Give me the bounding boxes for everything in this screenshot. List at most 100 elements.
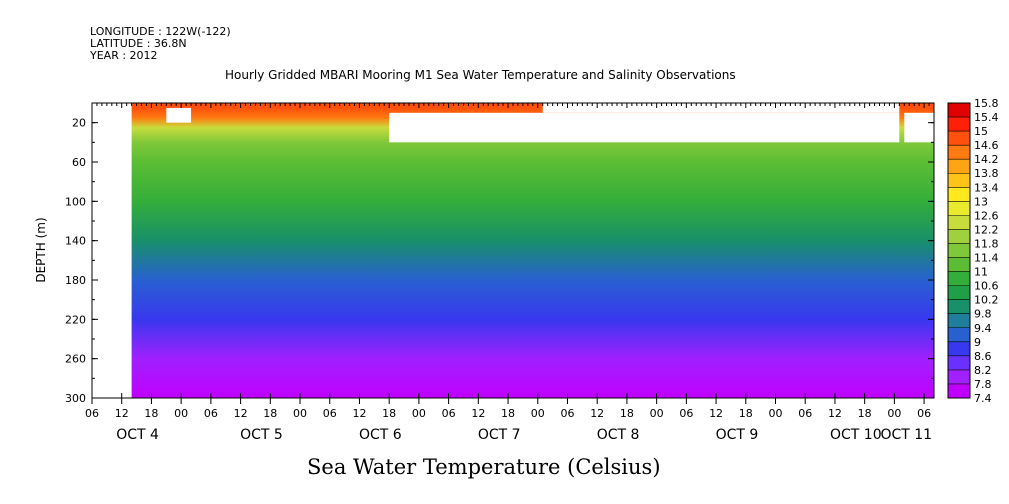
colorbar-segment bbox=[948, 327, 970, 342]
longitude-label: LONGITUDE : 122W(-122) bbox=[90, 25, 231, 38]
x-tick-label: 18 bbox=[858, 407, 872, 420]
x-tick-label: 12 bbox=[471, 407, 485, 420]
x-tick-label: 12 bbox=[115, 407, 129, 420]
x-tick-label: 12 bbox=[590, 407, 604, 420]
colorbar-label: 9 bbox=[974, 336, 981, 349]
x-tick-label: 00 bbox=[174, 407, 188, 420]
day-label: OCT 10 bbox=[830, 427, 882, 443]
x-tick-label: 00 bbox=[531, 407, 545, 420]
y-tick-label: 60 bbox=[72, 156, 86, 169]
colorbar-segment bbox=[948, 257, 970, 272]
colorbar-segment bbox=[948, 271, 970, 286]
colorbar-label: 9.4 bbox=[974, 322, 992, 335]
colorbar-label: 10.6 bbox=[974, 280, 999, 293]
y-tick-label: 100 bbox=[65, 195, 86, 208]
colorbar-segment bbox=[948, 131, 970, 146]
x-tick-label: 12 bbox=[234, 407, 248, 420]
colorbar-label: 13.8 bbox=[974, 167, 999, 180]
colorbar-segment bbox=[948, 285, 970, 300]
colorbar-label: 13.4 bbox=[974, 181, 999, 194]
y-tick-label: 300 bbox=[65, 392, 86, 405]
y-tick-label: 180 bbox=[65, 274, 86, 287]
day-label: OCT 11 bbox=[880, 427, 932, 443]
colorbar-label: 14.2 bbox=[974, 153, 999, 166]
latitude-label: LATITUDE : 36.8N bbox=[90, 37, 187, 50]
colorbar-segment bbox=[948, 173, 970, 188]
x-tick-label: 18 bbox=[620, 407, 634, 420]
x-tick-label: 12 bbox=[709, 407, 723, 420]
x-tick-label: 06 bbox=[679, 407, 693, 420]
x-tick-label: 12 bbox=[828, 407, 842, 420]
x-tick-label: 00 bbox=[650, 407, 664, 420]
x-axis: 06 12 18 00 06 12 18 00 06 12 18 00 06 12 18 00 06 12 18 00… bbox=[85, 103, 935, 443]
day-label: OCT 5 bbox=[240, 427, 283, 443]
x-tick-label: 00 bbox=[293, 407, 307, 420]
temperature-field bbox=[92, 103, 934, 398]
colorbar-label: 12.2 bbox=[974, 223, 999, 236]
colorbar-segment bbox=[948, 187, 970, 202]
colorbar-label: 8.6 bbox=[974, 350, 992, 363]
colorbar-segment bbox=[948, 229, 970, 244]
colorbar-label: 11 bbox=[974, 266, 988, 279]
colorbar-label: 15.4 bbox=[974, 111, 999, 124]
colorbar-label: 13 bbox=[974, 195, 988, 208]
bottom-title: Sea Water Temperature (Celsius) bbox=[307, 455, 661, 479]
no-data-region bbox=[166, 107, 192, 123]
y-tick-label: 220 bbox=[65, 313, 86, 326]
colorbar-label: 11.4 bbox=[974, 252, 999, 265]
x-tick-label: 18 bbox=[382, 407, 396, 420]
x-tick-label: 06 bbox=[917, 407, 931, 420]
colorbar-label: 7.8 bbox=[974, 378, 992, 391]
colorbar: 15.815.41514.614.213.813.41312.612.211.8… bbox=[947, 97, 999, 405]
y-tick-label: 20 bbox=[72, 117, 86, 130]
colorbar-segment bbox=[948, 355, 970, 370]
colorbar-label: 9.8 bbox=[974, 308, 992, 321]
x-tick-label: 00 bbox=[412, 407, 426, 420]
colorbar-label: 10.2 bbox=[974, 294, 999, 307]
plot-area bbox=[92, 103, 934, 398]
colorbar-segment bbox=[948, 299, 970, 314]
x-tick-label: 06 bbox=[442, 407, 456, 420]
year-label: YEAR : 2012 bbox=[90, 49, 158, 62]
y-axis-label: DEPTH (m) bbox=[34, 217, 48, 282]
x-tick-label: 18 bbox=[739, 407, 753, 420]
x-tick-label: 06 bbox=[323, 407, 337, 420]
no-data-region bbox=[542, 103, 900, 113]
colorbar-label: 8.2 bbox=[974, 364, 992, 377]
colorbar-segment bbox=[948, 369, 970, 384]
colorbar-label: 12.6 bbox=[974, 209, 999, 222]
x-tick-label: 18 bbox=[263, 407, 277, 420]
day-label: OCT 8 bbox=[597, 427, 640, 443]
day-label: OCT 4 bbox=[116, 427, 159, 443]
x-tick-label: 18 bbox=[144, 407, 158, 420]
colorbar-segment bbox=[948, 103, 970, 118]
day-label: OCT 9 bbox=[716, 427, 759, 443]
day-label: OCT 6 bbox=[359, 427, 402, 443]
x-tick-label: 12 bbox=[352, 407, 366, 420]
colorbar-label: 15.8 bbox=[974, 97, 999, 110]
chart-title: Hourly Gridded MBARI Mooring M1 Sea Wate… bbox=[225, 68, 736, 82]
x-tick-label: 06 bbox=[85, 407, 99, 420]
day-label: OCT 7 bbox=[478, 427, 521, 443]
y-tick-label: 140 bbox=[65, 235, 86, 248]
colorbar-label: 7.4 bbox=[974, 392, 992, 405]
x-tick-label: 06 bbox=[798, 407, 812, 420]
colorbar-segment bbox=[948, 341, 970, 356]
y-axis: 20 60 100 140 180 220 260 300 bbox=[65, 102, 934, 405]
x-tick-label: 00 bbox=[769, 407, 783, 420]
colorbar-segment bbox=[948, 201, 970, 216]
x-tick-label: 06 bbox=[204, 407, 218, 420]
colorbar-segment bbox=[948, 383, 970, 398]
x-tick-label: 06 bbox=[560, 407, 574, 420]
colorbar-segment bbox=[948, 215, 970, 230]
colorbar-segment bbox=[948, 117, 970, 132]
y-tick-label: 260 bbox=[65, 353, 86, 366]
x-tick-label: 00 bbox=[887, 407, 901, 420]
no-data-region bbox=[389, 112, 900, 143]
colorbar-label: 14.6 bbox=[974, 139, 999, 152]
colorbar-segment bbox=[948, 243, 970, 258]
colorbar-label: 11.8 bbox=[974, 237, 999, 250]
x-tick-label: 18 bbox=[501, 407, 515, 420]
colorbar-segment bbox=[948, 313, 970, 328]
colorbar-label: 15 bbox=[974, 125, 988, 138]
